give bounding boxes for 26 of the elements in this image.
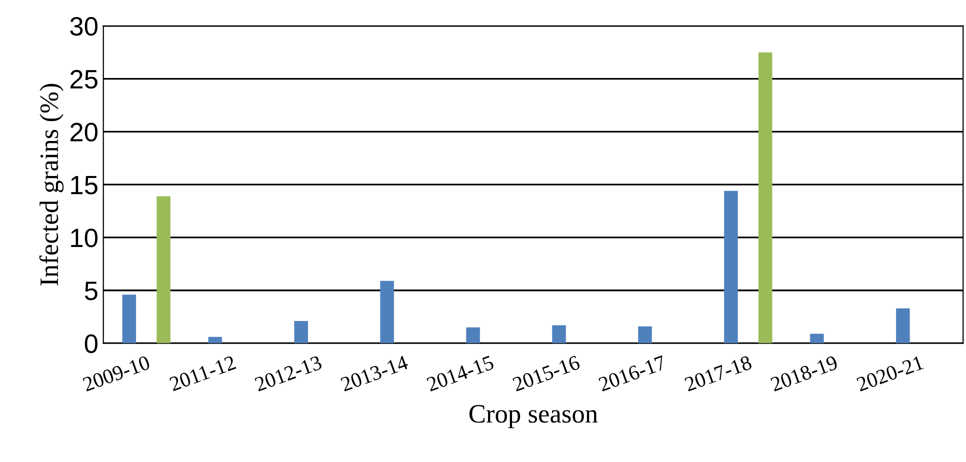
x-tick-label: 2012-13 (254, 355, 323, 392)
y-tick-label: 20 (70, 122, 98, 142)
bar (724, 190, 738, 344)
bar (552, 325, 566, 344)
y-tick-label: 30 (70, 17, 98, 36)
y-tick-label: 15 (71, 176, 98, 194)
bar (294, 321, 308, 344)
bar (380, 280, 394, 344)
y-axis-title: Infected grains (%) (39, 84, 64, 286)
x-tick-label: 2018-19 (770, 355, 838, 392)
bar (896, 308, 910, 344)
bar (122, 294, 136, 344)
bar (810, 334, 824, 344)
bar (466, 327, 480, 344)
y-tick-label: 5 (84, 282, 98, 300)
y-tick-label: 25 (70, 70, 98, 89)
bar (156, 196, 170, 344)
x-tick-label: 2020-21 (856, 355, 924, 392)
bar (758, 52, 772, 344)
bar (208, 336, 222, 344)
x-tick-label: 2009-10 (82, 355, 151, 392)
x-axis-title: Crop season (469, 405, 598, 428)
y-tick-label: 0 (84, 334, 98, 354)
y-tick-label: 10 (71, 228, 98, 248)
x-tick-label: 2011-12 (168, 355, 236, 392)
bar (638, 326, 652, 344)
